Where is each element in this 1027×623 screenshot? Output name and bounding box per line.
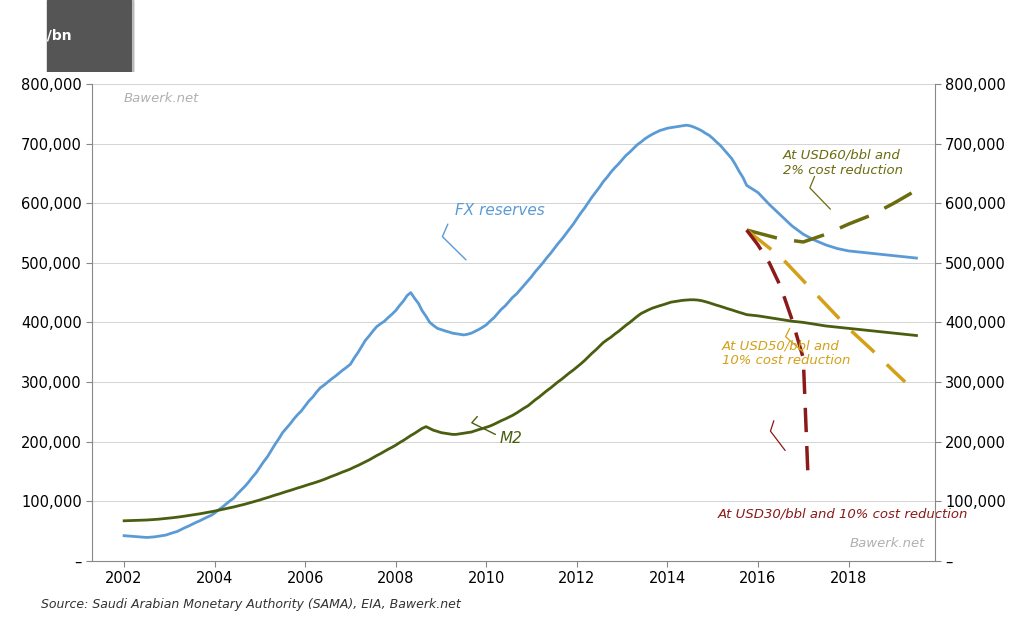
Text: At USD50/bbl and
10% cost reduction: At USD50/bbl and 10% cost reduction bbox=[722, 340, 850, 368]
Text: At USD60/bbl and
2% cost reduction: At USD60/bbl and 2% cost reduction bbox=[783, 149, 903, 177]
Text: M2: M2 bbox=[500, 431, 523, 446]
Text: Source: Saudi Arabian Monetary Authority (SAMA), EIA, Bawerk.net: Source: Saudi Arabian Monetary Authority… bbox=[41, 597, 461, 611]
Bar bbox=[46, 0, 134, 72]
Text: USD/bn: USD/bn bbox=[954, 29, 1013, 43]
Text: USD/bn: USD/bn bbox=[14, 29, 73, 43]
Text: At USD30/bbl and 10% cost reduction: At USD30/bbl and 10% cost reduction bbox=[717, 508, 967, 521]
Text: Bawerk.net: Bawerk.net bbox=[850, 537, 925, 550]
Text: Bawerk.net: Bawerk.net bbox=[124, 92, 199, 105]
Text: FX reserves: FX reserves bbox=[455, 203, 544, 218]
Text: Saudi Arabian FX Reserves vs. M2 for various oil price scenarios: Saudi Arabian FX Reserves vs. M2 for var… bbox=[180, 26, 847, 46]
